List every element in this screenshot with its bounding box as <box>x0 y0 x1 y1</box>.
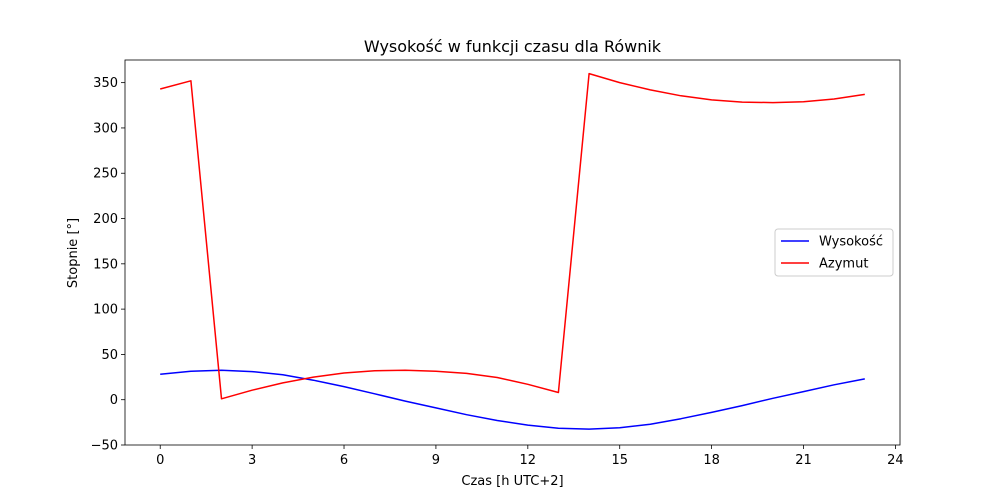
chart-title: Wysokość w funkcji czasu dla Równik <box>364 37 662 56</box>
x-tick-label: 24 <box>887 453 904 468</box>
y-tick-label: 200 <box>93 212 118 227</box>
y-tick-label: −50 <box>91 439 118 454</box>
series-line-0 <box>160 369 865 430</box>
y-axis-label: Stopnie [°] <box>66 218 81 288</box>
x-tick-label: 21 <box>795 453 812 468</box>
x-tick-label: 0 <box>156 453 164 468</box>
x-tick-label: 6 <box>340 453 348 468</box>
y-tick-label: 150 <box>93 257 118 272</box>
series-line-1 <box>160 72 865 400</box>
x-tick-label: 3 <box>248 453 256 468</box>
x-tick-label: 12 <box>520 453 537 468</box>
y-tick-label: 300 <box>93 121 118 136</box>
plot-area: 0 3 6 9 12 15 18 21 24 −50 0 50 100 150 200 250 300 350 Wy… <box>91 59 904 468</box>
y-tick-label: 250 <box>93 167 118 182</box>
y-tick-label: 50 <box>101 348 118 363</box>
x-tick-label: 18 <box>703 453 720 468</box>
y-tick-label: 350 <box>93 76 118 91</box>
legend-label-1: Azymut <box>819 257 868 272</box>
legend-label-0: Wysokość <box>819 235 883 250</box>
x-tick-label: 9 <box>432 453 440 468</box>
plot-frame <box>124 59 901 446</box>
y-tick-label: 0 <box>110 393 118 408</box>
y-tick-label: 100 <box>93 303 118 318</box>
x-axis-label: Czas [h UTC+2] <box>461 474 563 489</box>
x-tick-label: 15 <box>611 453 628 468</box>
